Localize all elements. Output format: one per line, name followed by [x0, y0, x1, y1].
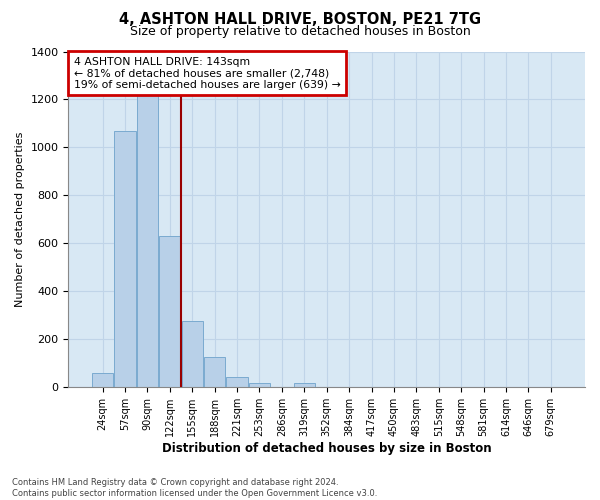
Bar: [137, 90, 158, 388]
Bar: [226, 378, 248, 388]
Bar: [293, 383, 315, 388]
Y-axis label: Number of detached properties: Number of detached properties: [15, 132, 25, 307]
Bar: [159, 236, 181, 388]
Text: 4, ASHTON HALL DRIVE, BOSTON, PE21 7TG: 4, ASHTON HALL DRIVE, BOSTON, PE21 7TG: [119, 12, 481, 28]
Text: Size of property relative to detached houses in Boston: Size of property relative to detached ho…: [130, 25, 470, 38]
Text: 4 ASHTON HALL DRIVE: 143sqm
← 81% of detached houses are smaller (2,748)
19% of : 4 ASHTON HALL DRIVE: 143sqm ← 81% of det…: [74, 56, 340, 90]
Text: Contains HM Land Registry data © Crown copyright and database right 2024.
Contai: Contains HM Land Registry data © Crown c…: [12, 478, 377, 498]
X-axis label: Distribution of detached houses by size in Boston: Distribution of detached houses by size …: [162, 442, 491, 455]
Bar: [249, 383, 270, 388]
Bar: [92, 373, 113, 388]
Bar: [182, 322, 203, 388]
Bar: [204, 358, 225, 388]
Bar: [115, 130, 136, 388]
